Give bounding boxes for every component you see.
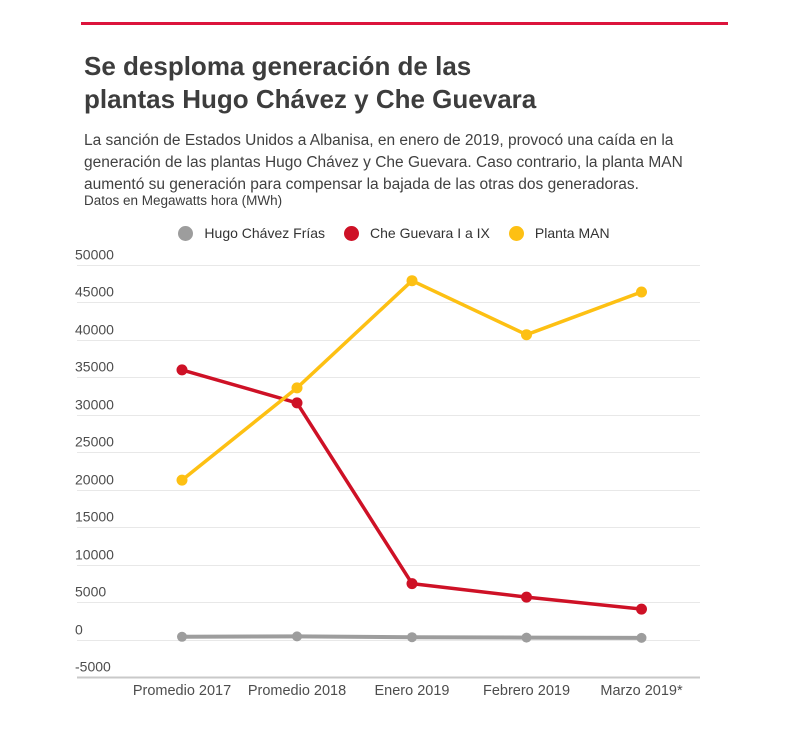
chart-description: La sanción de Estados Unidos a Albanisa,… [84,131,683,193]
y-axis-label: 30000 [75,397,114,413]
y-axis-label: 20000 [75,472,114,488]
y-axis-label: 10000 [75,547,114,563]
line-chart-svg: 5000045000400003500030000250002000015000… [75,247,700,699]
x-axis-label: Febrero 2019 [483,683,570,699]
y-axis-label: 35000 [75,359,114,375]
data-point [406,275,418,287]
x-axis-label: Promedio 2017 [133,683,231,699]
headline-line-2: plantas Hugo Chávez y Che Guevara [84,84,537,115]
x-axis-label: Marzo 2019* [600,683,683,699]
legend-swatch-circle [344,225,360,241]
data-point [406,578,418,590]
top-accent-rule [81,22,728,25]
legend-label: Planta MAN [534,225,610,241]
y-axis-label: 5000 [75,584,106,600]
legend-item: Che Guevara I a IX [344,225,490,241]
series-line [180,278,644,482]
y-axis-label: 25000 [75,434,114,450]
series-hugo-ch-vez-fr-as [177,631,647,643]
series-che-guevara-i-a-ix [176,364,647,615]
headline: Se desploma generación de las plantas Hu… [84,50,724,116]
data-point [521,329,532,341]
legend-item: Planta MAN [508,225,610,241]
legend-label: Che Guevara I a IX [370,225,490,241]
y-axis-label: -5000 [75,659,111,675]
data-point [292,631,302,642]
headline-line-1: Se desploma generación de las [84,51,472,82]
data-point [521,632,532,643]
legend-swatch-circle [508,225,524,241]
data-point [176,474,188,486]
data-point [407,632,417,643]
legend-label: Hugo Chávez Frías [204,225,326,241]
y-axis-label: 50000 [75,247,114,263]
data-point [636,603,647,615]
line-chart: 50000 45000 40000 35000 30000 25000 20000 15000… [0,244,788,714]
legend: Hugo Chávez Frías Che Guevara I a IX Plant… [0,224,788,242]
units-note: Datos en Megawatts hora (MWh) [84,193,283,208]
data-point [291,382,303,394]
legend-item: Hugo Chávez Frías [178,225,325,241]
data-point [291,397,303,409]
legend-swatch-circle [178,225,194,241]
x-axis-label: Promedio 2018 [248,683,346,699]
y-axis-label: 0 [75,622,83,638]
data-point [177,631,187,642]
data-point [521,591,532,603]
data-point [176,364,188,376]
y-axis-label: 40000 [75,322,114,338]
data-point [636,286,647,298]
x-axis-label: Enero 2019 [375,683,450,699]
y-axis-label: 15000 [75,509,114,525]
series-planta-man [176,275,647,486]
data-point [636,632,647,643]
series-line [180,368,644,611]
y-axis-label: 45000 [75,284,114,300]
